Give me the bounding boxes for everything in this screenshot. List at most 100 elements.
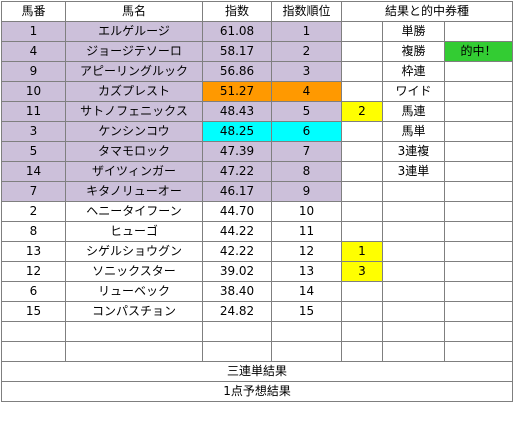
table-row: 5 タマモロック 47.39 7 3連複 [1,141,513,162]
cell-bango: 9 [1,61,66,82]
cell-bamei: アピーリングルック [65,61,203,82]
cell-bamei: サトノフェニックス [65,101,203,122]
cell-baken: 複勝 [382,41,445,62]
cell-hit [443,81,513,102]
blank-cell [65,341,203,362]
cell-shisu: 24.82 [202,301,272,322]
table-row: 2 ヘニータイフーン 44.70 10 [1,201,513,222]
cell-bamei: エルゲルージ [65,21,203,42]
cell-shisu: 46.17 [202,181,272,202]
cell-bango: 5 [1,141,66,162]
cell-mark [341,61,383,82]
cell-bamei: カズプレスト [65,81,203,102]
cell-bango: 13 [1,241,66,262]
cell-bango: 15 [1,301,66,322]
blank-cell [341,321,383,342]
cell-juni: 15 [271,301,342,322]
cell-hit [443,281,513,302]
cell-bamei: キタノリューオー [65,181,203,202]
blank-cell [382,321,445,342]
cell-juni: 12 [271,241,342,262]
cell-baken [382,301,445,322]
cell-mark [341,301,383,322]
table-row: 3 ケンシンコウ 48.25 6 馬単 [1,121,513,142]
cell-juni: 1 [271,21,342,42]
blank-row [1,321,513,342]
cell-juni: 8 [271,161,342,182]
cell-baken: ワイド [382,81,445,102]
cell-hit: 的中！ [443,41,513,62]
cell-bango: 4 [1,41,66,62]
cell-bango: 10 [1,81,66,102]
cell-mark [341,121,383,142]
cell-shisu: 51.27 [202,81,272,102]
header-kekka: 結果と的中券種 [340,1,513,22]
header-juni: 指数順位 [271,1,342,22]
table-row: 14 ザイツィンガー 47.22 8 3連単 [1,161,513,182]
blank-cell [382,341,445,362]
cell-mark: 2 [341,101,383,122]
header-bamei: 馬名 [65,1,203,22]
result-table: 馬番 馬名 指数 指数順位 結果と的中券種 1 エルゲルージ 61.08 1 単勝 4 ジョ… [0,1,513,402]
cell-shisu: 47.22 [202,161,272,182]
cell-hit [443,241,513,262]
cell-juni: 2 [271,41,342,62]
cell-baken: 枠連 [382,61,445,82]
cell-bamei: ヒューゴ [65,221,203,242]
cell-bango: 12 [1,261,66,282]
cell-mark [341,21,383,42]
blank-cell [271,321,342,342]
footer-row: 1点予想結果 [0,381,513,402]
cell-bamei: ソニックスター [65,261,203,282]
cell-hit [443,261,513,282]
cell-bango: 7 [1,181,66,202]
cell-juni: 5 [271,101,342,122]
cell-baken [382,201,445,222]
cell-baken: 馬連 [382,101,445,122]
blank-cell [341,341,383,362]
cell-shisu: 39.02 [202,261,272,282]
cell-hit [443,221,513,242]
cell-baken: 3連単 [382,161,445,182]
cell-juni: 11 [271,221,342,242]
cell-baken [382,241,445,262]
cell-hit [443,141,513,162]
cell-baken [382,261,445,282]
cell-shisu: 61.08 [202,21,272,42]
cell-shisu: 44.22 [202,221,272,242]
footer-yoso: 1点予想結果 [0,381,513,402]
cell-shisu: 44.70 [202,201,272,222]
footer-sanrentan: 三連単結果 [0,361,513,382]
cell-mark [341,201,383,222]
header-bango: 馬番 [1,1,66,22]
table-row: 12 ソニックスター 39.02 13 3 [1,261,513,282]
cell-hit [443,181,513,202]
blank-cell [202,321,272,342]
cell-bango: 1 [1,21,66,42]
cell-juni: 13 [271,261,342,282]
cell-bango: 2 [1,201,66,222]
cell-baken [382,281,445,302]
cell-hit [443,21,513,42]
cell-bamei: タマモロック [65,141,203,162]
cell-mark [341,141,383,162]
table-row: 11 サトノフェニックス 48.43 5 2 馬連 [1,101,513,122]
cell-shisu: 38.40 [202,281,272,302]
table-row: 9 アピーリングルック 56.86 3 枠連 [1,61,513,82]
cell-bamei: ジョージテソーロ [65,41,203,62]
cell-shisu: 47.39 [202,141,272,162]
cell-hit [443,301,513,322]
cell-shisu: 58.17 [202,41,272,62]
blank-cell [65,321,203,342]
cell-juni: 3 [271,61,342,82]
cell-bamei: シゲルショウグン [65,241,203,262]
table-row: 13 シゲルショウグン 42.22 12 1 [1,241,513,262]
cell-hit [443,161,513,182]
cell-juni: 4 [271,81,342,102]
cell-juni: 6 [271,121,342,142]
table-row: 15 コンパスチョン 24.82 15 [1,301,513,322]
header-shisu: 指数 [202,1,272,22]
cell-mark [341,221,383,242]
cell-bamei: ザイツィンガー [65,161,203,182]
cell-shisu: 48.43 [202,101,272,122]
